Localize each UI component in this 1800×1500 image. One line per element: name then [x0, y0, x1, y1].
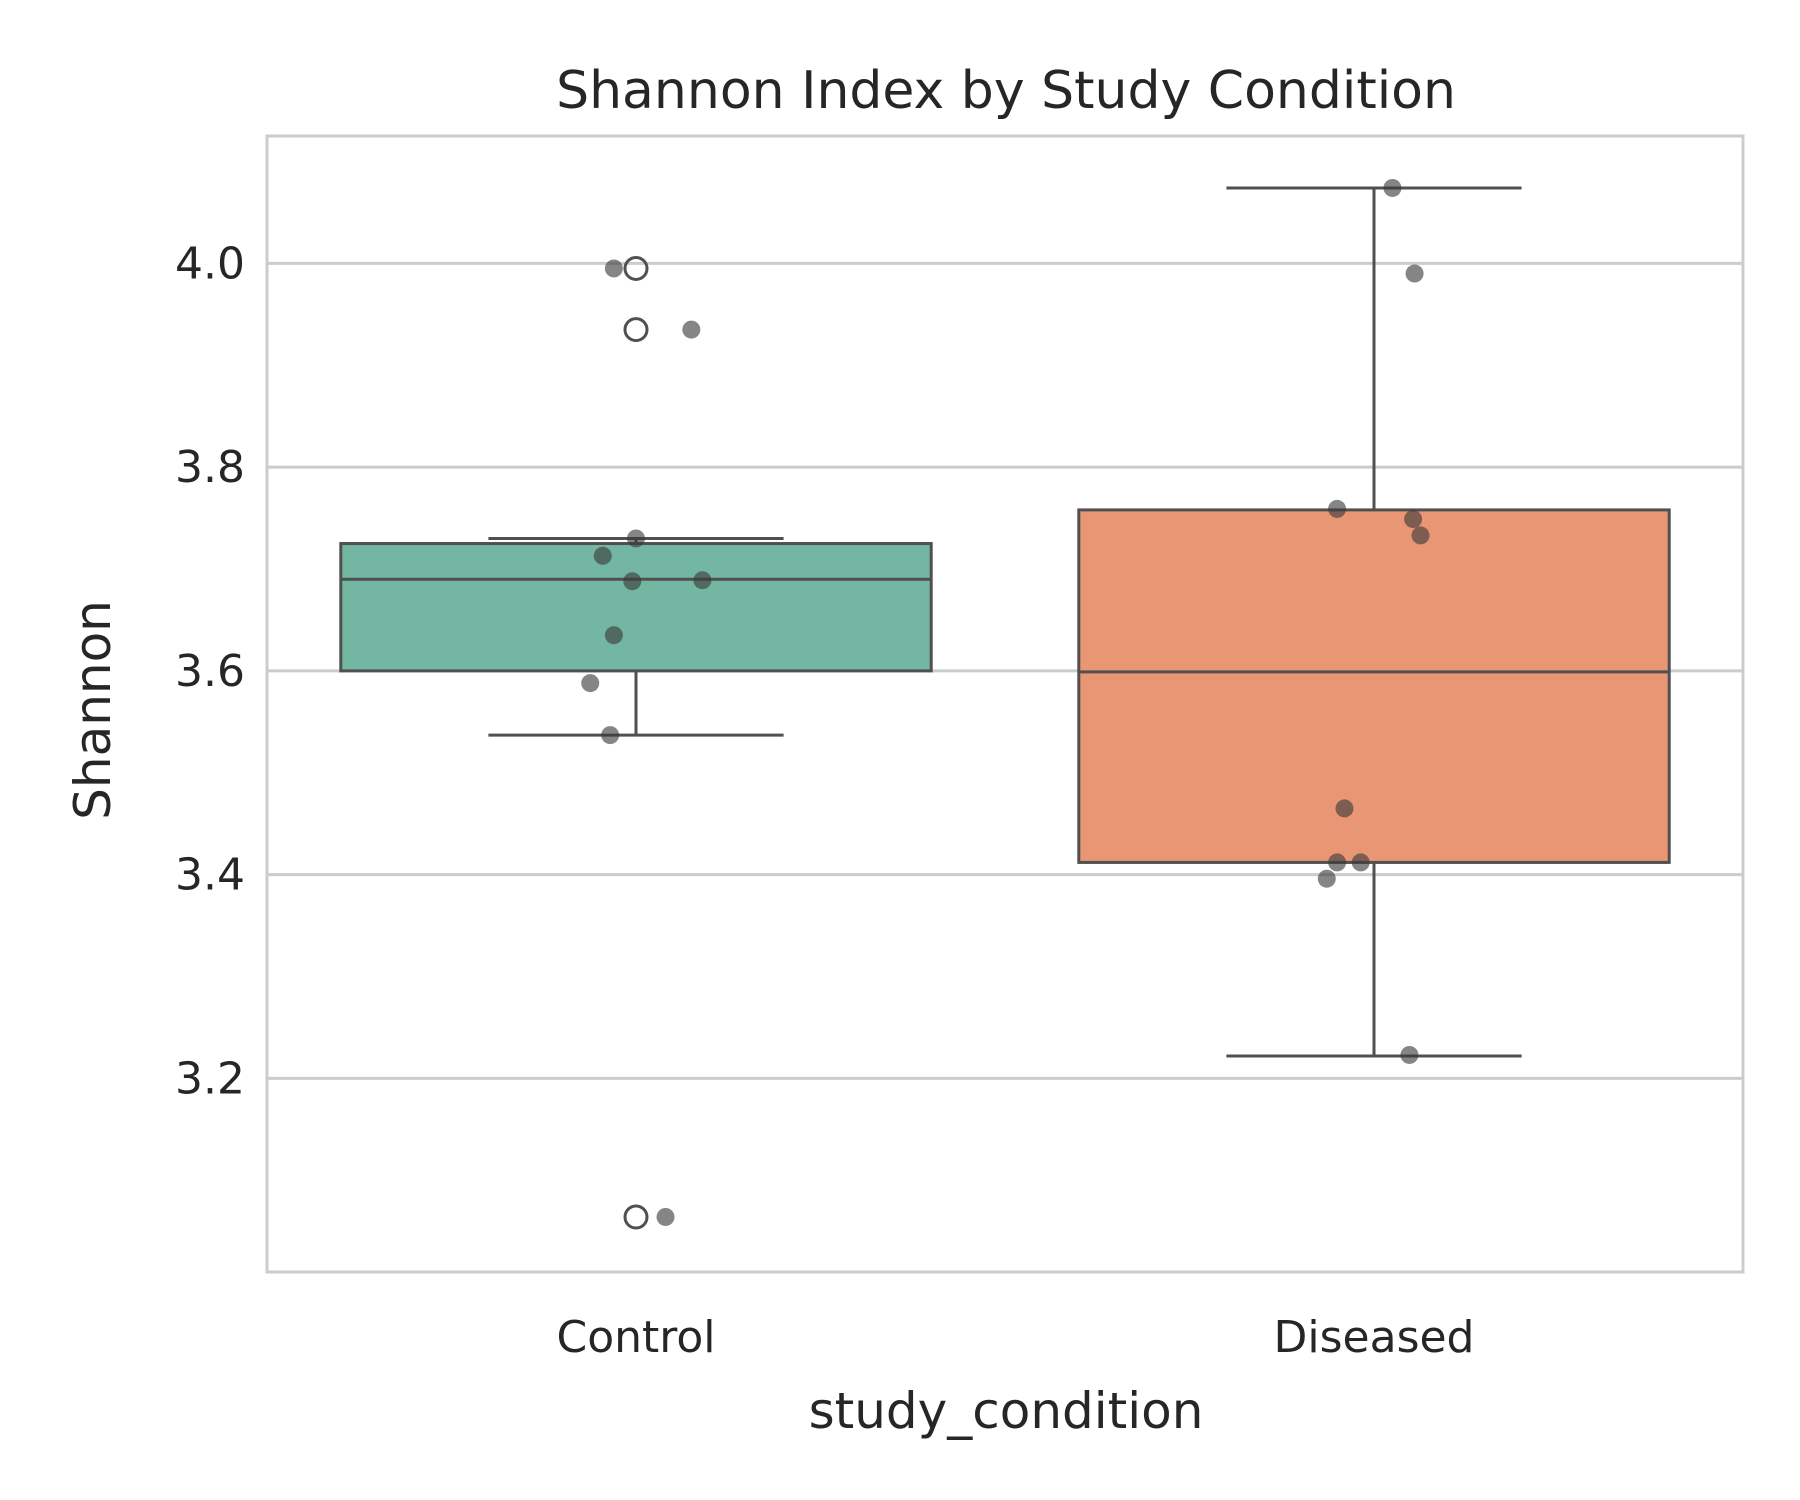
- plot-area-frame: [265, 134, 1745, 1274]
- data-point: [1411, 526, 1430, 545]
- box-layer: [339, 186, 1671, 1230]
- data-point: [601, 726, 620, 745]
- data-point: [1400, 1045, 1419, 1064]
- data-point: [1335, 799, 1354, 818]
- x-tick-labels: Control Diseased: [556, 1312, 1474, 1363]
- data-point: [604, 626, 623, 645]
- data-point: [623, 572, 642, 591]
- x-tick-label: Diseased: [1274, 1312, 1475, 1363]
- y-tick-label: 3.8: [175, 442, 245, 493]
- data-point: [627, 529, 645, 548]
- data-point: [581, 674, 600, 693]
- y-tick-labels: 3.2 3.4 3.6 3.8 4.0: [175, 238, 245, 1104]
- y-tick-label: 3.2: [175, 1053, 245, 1104]
- y-axis-title: Shannon: [64, 600, 122, 820]
- data-point: [682, 320, 701, 339]
- outlier-marker: [623, 255, 649, 281]
- y-tick-label: 3.4: [175, 850, 245, 901]
- box-control: [339, 255, 933, 1230]
- data-point: [656, 1207, 675, 1226]
- outlier-marker: [623, 1204, 649, 1230]
- data-point: [1404, 510, 1423, 529]
- x-axis-title: study_condition: [809, 1382, 1204, 1440]
- data-point: [1351, 853, 1370, 872]
- y-tick-label: 4.0: [175, 238, 245, 289]
- box-diseased: [1077, 186, 1671, 1058]
- data-point: [593, 546, 612, 565]
- data-point: [1328, 499, 1347, 518]
- data-point: [1405, 264, 1424, 283]
- x-tick-label: Control: [556, 1312, 715, 1363]
- data-point: [1328, 853, 1347, 872]
- outlier-marker: [623, 317, 649, 343]
- chart-title: Shannon Index by Study Condition: [556, 61, 1456, 121]
- data-point: [693, 571, 712, 590]
- data-point: [604, 259, 623, 278]
- iqr-box: [339, 542, 933, 673]
- data-point: [1317, 869, 1336, 888]
- y-tick-label: 3.6: [175, 646, 245, 697]
- iqr-box: [1077, 508, 1671, 864]
- data-point: [1383, 178, 1402, 197]
- strip-points: [581, 178, 1430, 1226]
